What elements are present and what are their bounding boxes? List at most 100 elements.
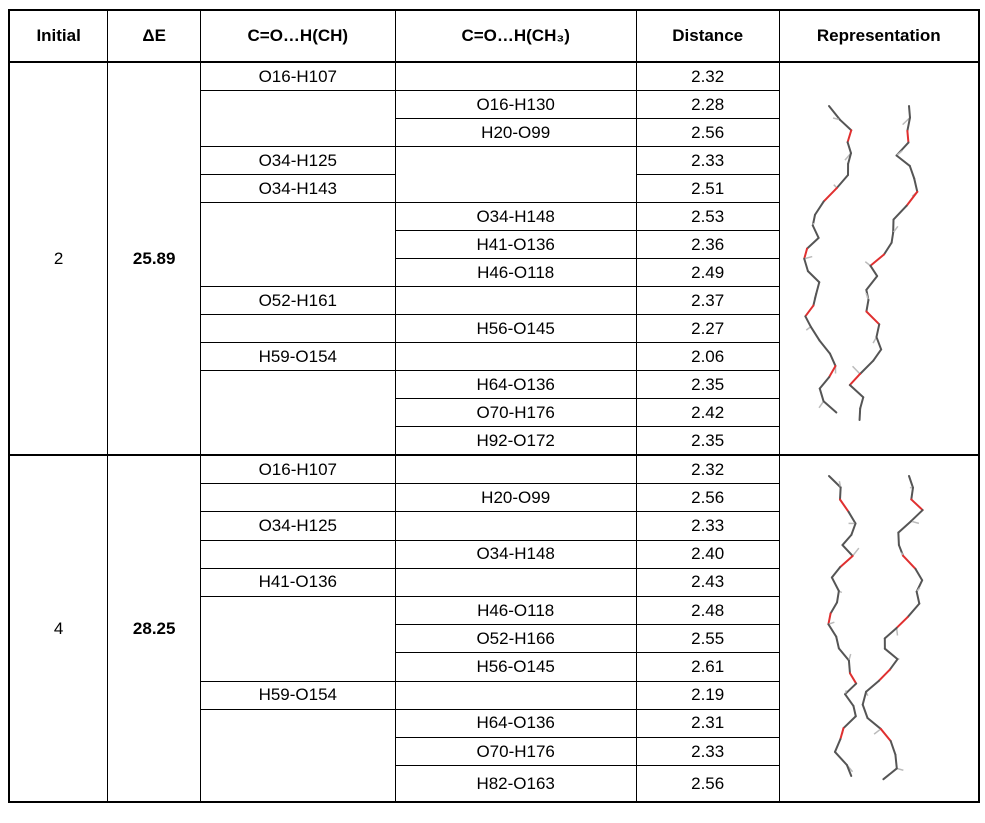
distance-cell: 2.42 — [636, 399, 779, 427]
ch3-cell: O70-H176 — [395, 738, 636, 766]
bond — [848, 153, 851, 164]
bond — [876, 337, 881, 349]
ch3-cell: O34-H148 — [395, 203, 636, 231]
distance-cell: 2.06 — [636, 343, 779, 371]
ch3-cell: H20-O99 — [395, 484, 636, 512]
ch-cell — [201, 259, 395, 287]
bond — [852, 548, 858, 556]
bond — [815, 201, 824, 214]
bond — [828, 613, 830, 624]
ch-cell — [201, 766, 395, 802]
ch3-cell — [395, 455, 636, 484]
distance-cell: 2.35 — [636, 371, 779, 399]
ch-cell: O52-H161 — [201, 287, 395, 315]
ch3-cell — [395, 681, 636, 709]
ch3-cell: H64-O136 — [395, 709, 636, 737]
bond — [845, 684, 856, 695]
distance-cell: 2.53 — [636, 203, 779, 231]
distance-cell: 2.28 — [636, 91, 779, 119]
bond — [807, 238, 819, 249]
bond — [895, 755, 896, 769]
bond — [881, 729, 891, 741]
ch3-cell: H64-O136 — [395, 371, 636, 399]
ch-cell: H41-O136 — [201, 568, 395, 596]
bond — [823, 401, 836, 412]
ch-cell: H59-O154 — [201, 343, 395, 371]
delta-e-cell: 28.25 — [108, 455, 201, 802]
bond — [907, 131, 908, 143]
distance-cell: 2.56 — [636, 766, 779, 802]
ch-cell — [201, 315, 395, 343]
bond — [911, 488, 913, 500]
bond — [840, 120, 851, 131]
table-row: 428.25O16-H1072.32 — [9, 455, 979, 484]
bond — [832, 577, 839, 591]
header-cell: Initial — [9, 10, 108, 62]
bond — [893, 206, 906, 220]
distance-cell: 2.40 — [636, 540, 779, 568]
distance-cell: 2.56 — [636, 119, 779, 147]
bond — [840, 487, 841, 499]
bond — [915, 569, 922, 580]
header-cell: ΔE — [108, 10, 201, 62]
ch3-cell — [395, 343, 636, 371]
distance-cell: 2.19 — [636, 681, 779, 709]
ch-cell — [201, 597, 395, 625]
header-cell: C=O…H(CH) — [201, 10, 395, 62]
bond — [845, 694, 853, 706]
bond — [910, 166, 914, 179]
bond — [873, 349, 881, 360]
bond — [836, 637, 839, 649]
bond — [859, 409, 860, 420]
bond — [890, 659, 898, 670]
ch-cell: H59-O154 — [201, 681, 395, 709]
results-table: Initial ΔE C=O…H(CH) C=O…H(CH₃) Distance… — [8, 9, 980, 803]
bond — [907, 604, 919, 617]
distance-cell: 2.48 — [636, 597, 779, 625]
distance-cell: 2.55 — [636, 625, 779, 653]
bond — [852, 366, 859, 374]
header-cell: C=O…H(CH₃) — [395, 10, 636, 62]
ch-cell: O34-H143 — [201, 175, 395, 203]
ch-cell: O16-H107 — [201, 62, 395, 91]
distance-cell: 2.36 — [636, 231, 779, 259]
bond — [850, 374, 860, 385]
bond — [870, 266, 877, 276]
bond — [914, 179, 917, 192]
bond — [820, 389, 824, 402]
bond — [884, 243, 892, 255]
molecule-image — [789, 86, 969, 426]
ch3-cell — [395, 568, 636, 596]
bond — [903, 556, 916, 569]
header-cell: Representation — [779, 10, 979, 62]
bond — [805, 306, 813, 317]
bond — [909, 476, 913, 488]
bond — [804, 259, 808, 271]
ch3-cell: H56-O145 — [395, 653, 636, 681]
bond — [830, 354, 836, 366]
ch-cell — [201, 231, 395, 259]
ch-cell — [201, 91, 395, 119]
ch-cell: O16-H107 — [201, 455, 395, 484]
bond — [842, 535, 851, 545]
bond — [842, 545, 852, 556]
bond — [847, 130, 851, 142]
ch-cell — [201, 653, 395, 681]
bond — [866, 300, 868, 311]
ch3-cell — [395, 512, 636, 540]
header-cell: Distance — [636, 10, 779, 62]
bond — [870, 255, 884, 266]
distance-cell: 2.37 — [636, 287, 779, 315]
bond — [862, 692, 865, 705]
bond — [879, 670, 890, 681]
bond — [911, 499, 922, 510]
bond — [813, 225, 819, 237]
bond — [891, 233, 893, 243]
distance-cell: 2.32 — [636, 455, 779, 484]
bond — [850, 673, 856, 683]
bond — [835, 739, 840, 752]
ch-cell — [201, 427, 395, 456]
bond — [850, 385, 863, 397]
ch-cell — [201, 203, 395, 231]
bond — [847, 142, 850, 153]
